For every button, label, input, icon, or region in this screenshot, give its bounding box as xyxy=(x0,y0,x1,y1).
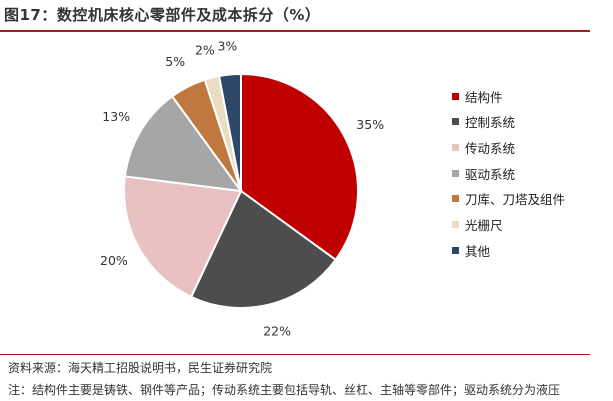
legend-label: 控制系统 xyxy=(465,115,516,131)
legend-label: 其他 xyxy=(465,243,491,259)
legend-swatch xyxy=(452,246,459,254)
legend-swatch xyxy=(452,221,459,228)
legend-label: 刀库、刀塔及组件 xyxy=(465,192,566,208)
legend-swatch xyxy=(452,195,459,203)
legend-item: 刀库、刀塔及组件 xyxy=(452,189,565,209)
slice-value-label: 20% xyxy=(100,253,128,268)
pie-slice xyxy=(123,94,244,193)
pie-slice xyxy=(217,72,242,192)
legend-swatch xyxy=(452,169,459,177)
legend-label: 光栅尺 xyxy=(465,218,503,233)
legend-label: 驱动系统 xyxy=(465,166,516,182)
slice-value-label: 3% xyxy=(217,39,237,54)
legend-item: 控制系统 xyxy=(452,112,515,132)
pie-slice xyxy=(240,72,359,262)
slice-value-label: 13% xyxy=(102,109,130,124)
source-note: 资料来源：海天精工招股说明书，民生证券研究院 xyxy=(8,361,273,375)
slice-value-label: 2% xyxy=(195,43,215,58)
legend-label: 结构件 xyxy=(465,89,503,105)
legend-swatch xyxy=(452,143,459,151)
slice-value-label: 5% xyxy=(165,54,185,69)
legend-item: 传动系统 xyxy=(452,137,515,157)
legend-swatch xyxy=(452,118,459,126)
figure-title: 图17：数控机床核心零部件及成本拆分（%） xyxy=(4,6,321,24)
footnote: 注：结构件主要是铸铁、钢件等产品；传动系统主要包括导轨、丝杠、主轴等零部件；驱动… xyxy=(8,383,561,397)
slice-value-label: 22% xyxy=(263,323,291,338)
legend-item: 驱动系统 xyxy=(452,163,515,183)
legend-item: 光栅尺 xyxy=(452,215,503,235)
pie-chart: 35% 22% 20% 13% 5% 2% 3% xyxy=(100,39,384,339)
pie-slice xyxy=(123,175,243,299)
title-divider xyxy=(0,30,590,32)
legend-swatch xyxy=(452,92,459,100)
legend-label: 传动系统 xyxy=(465,140,516,156)
legend-item: 结构件 xyxy=(452,86,503,106)
legend-item: 其他 xyxy=(452,240,490,260)
slice-value-label: 35% xyxy=(356,117,384,132)
footer-divider xyxy=(0,354,590,355)
